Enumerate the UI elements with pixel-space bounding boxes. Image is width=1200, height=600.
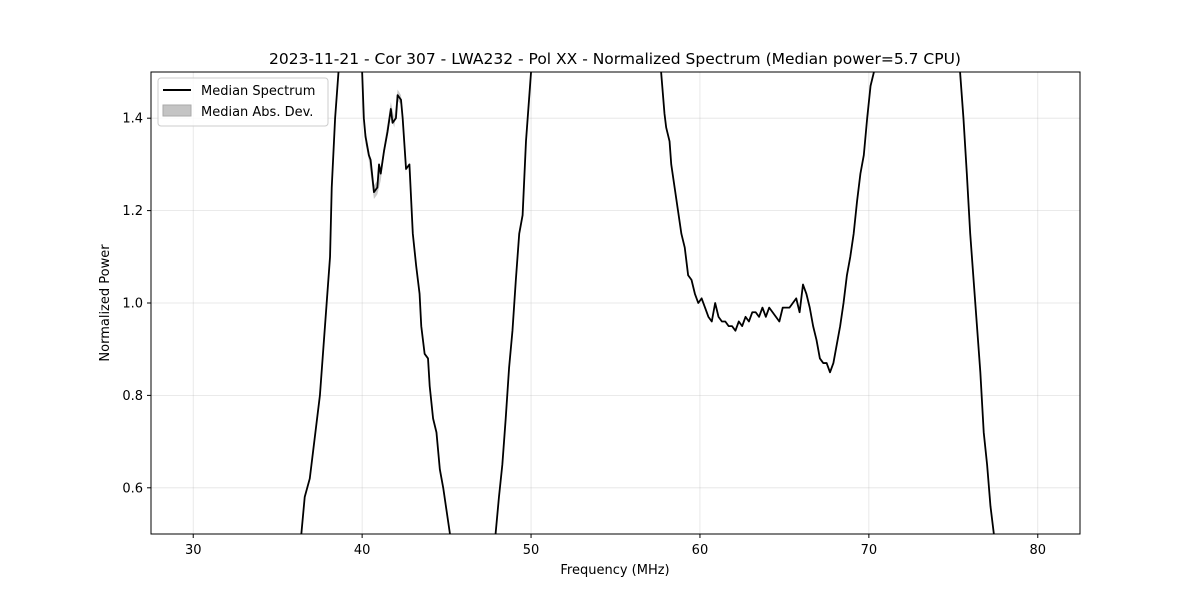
legend-band-swatch bbox=[162, 104, 192, 117]
median-spectrum-line-segment bbox=[660, 72, 875, 374]
median-spectrum-line-segment bbox=[361, 72, 451, 534]
legend-entry-median-spectrum: Median Spectrum bbox=[201, 84, 315, 99]
y-tick-label: 1.2 bbox=[122, 204, 143, 219]
x-tick-label: 80 bbox=[1029, 543, 1046, 558]
plot-area: 30 40 50 60 70 80 0.6 0.8 1.0 1.2 1.4 bbox=[122, 71, 1081, 558]
x-tick-label: 40 bbox=[354, 543, 371, 558]
y-axis-label: Normalized Power bbox=[98, 244, 113, 362]
legend-frame bbox=[157, 77, 329, 127]
x-tick-label: 50 bbox=[523, 543, 540, 558]
data-layer bbox=[300, 72, 995, 534]
x-tick-label: 60 bbox=[692, 543, 709, 558]
x-tick-label: 70 bbox=[861, 543, 878, 558]
median-spectrum-line-segment bbox=[300, 72, 340, 534]
x-tick-label: 30 bbox=[185, 543, 202, 558]
median-spectrum-line-segment bbox=[959, 72, 995, 534]
legend-entry-median-abs-dev: Median Abs. Dev. bbox=[201, 105, 313, 120]
y-tick-label: 0.6 bbox=[122, 481, 143, 496]
y-tick-label: 1.4 bbox=[122, 112, 143, 127]
legend: Median Spectrum Median Abs. Dev. bbox=[157, 77, 329, 127]
chart-title: 2023-11-21 - Cor 307 - LWA232 - Pol XX -… bbox=[269, 50, 961, 68]
y-tick-label: 0.8 bbox=[122, 389, 143, 404]
y-tick-label: 1.0 bbox=[122, 297, 143, 312]
x-axis-label: Frequency (MHz) bbox=[560, 563, 669, 578]
median-spectrum-line-segment bbox=[494, 72, 532, 534]
